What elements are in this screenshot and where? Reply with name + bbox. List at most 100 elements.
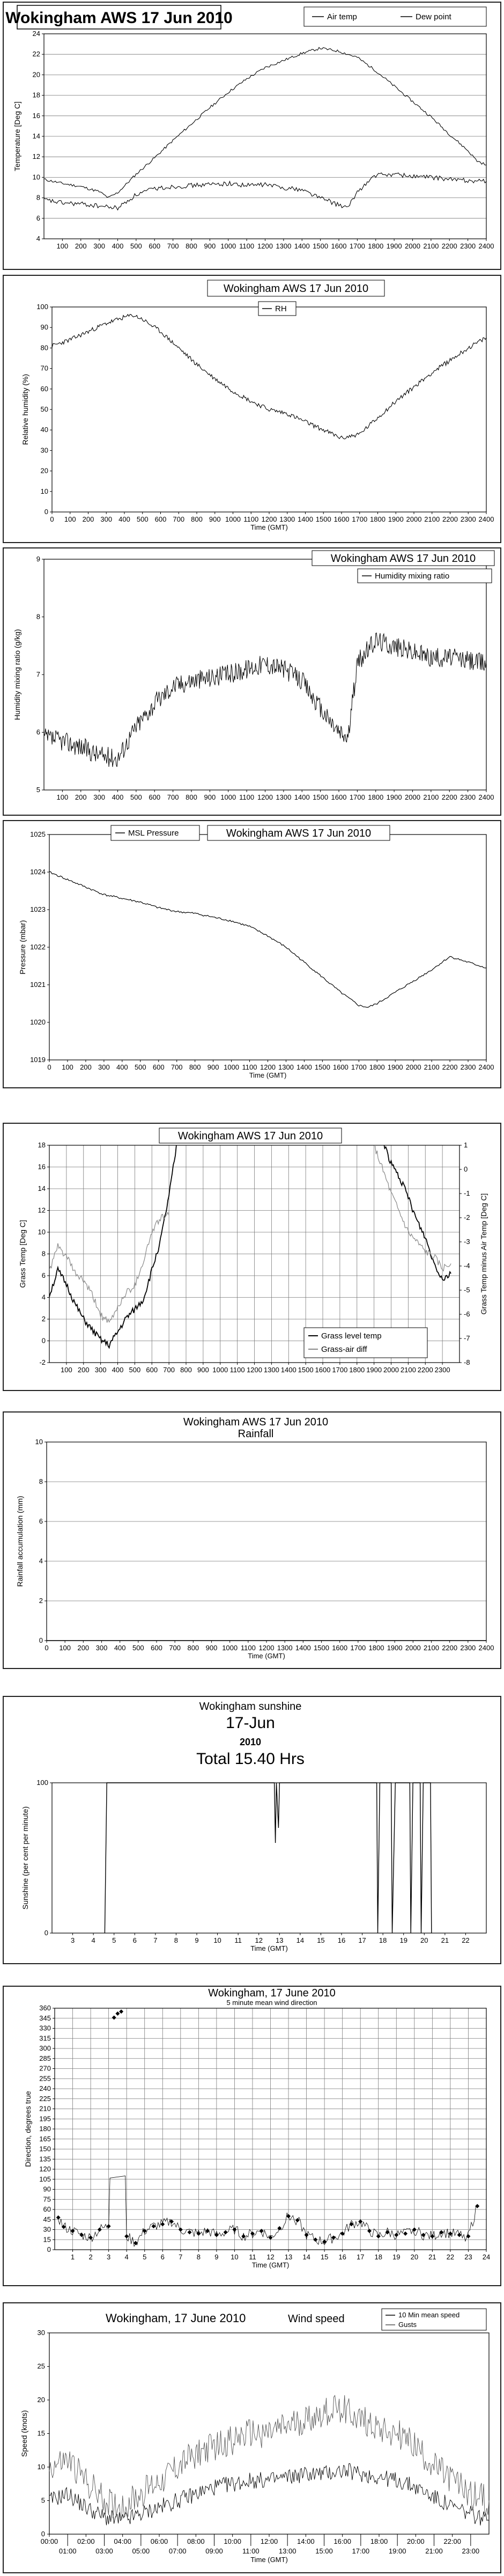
rh-legend-label: RH bbox=[275, 304, 287, 313]
wdir-point-7 bbox=[112, 2015, 116, 2020]
rh-xtick-label-2: 200 bbox=[83, 515, 94, 523]
sun-xtick-label-14: 17 bbox=[358, 1936, 366, 1944]
grass-temp-chart: -2 0 2 4 6 8 10 12 14 16 18 100 200 300 400 500 600 700 80… bbox=[3, 1123, 501, 1391]
grass-xtick-label-10: 1100 bbox=[230, 1366, 245, 1374]
sunshine-chart-svg: 0 100 3 4 5 6 7 8 9 10 11 12 13 14 15 16 17 18 19 20 21 22 Tim… bbox=[21, 1701, 487, 1952]
wdir-point-34 bbox=[340, 2231, 345, 2236]
grass-y2tick-label-1: -7 bbox=[464, 1334, 470, 1342]
air-temp-chart-svg: 4 6 8 10 12 14 16 18 20 22 24 100 200 300 400 500 600 700… bbox=[5, 5, 494, 250]
mix-ytick-label-4: 9 bbox=[36, 555, 40, 563]
grass-xtick-label-18: 1900 bbox=[366, 1366, 382, 1374]
sun-xtick-label-12: 15 bbox=[317, 1936, 324, 1944]
rh-xtick-label-7: 700 bbox=[173, 515, 184, 523]
mix-xtick-label-1: 200 bbox=[75, 793, 87, 801]
temp-ytick-label-0: 4 bbox=[36, 235, 40, 243]
rain-xtick-label-12: 1200 bbox=[259, 1644, 275, 1652]
grass-xtick-label-15: 1600 bbox=[315, 1366, 331, 1374]
rh-xtick-label-18: 1800 bbox=[370, 515, 386, 523]
wdir-point-32 bbox=[322, 2240, 327, 2244]
rain-xtick-label-17: 1700 bbox=[350, 1644, 366, 1652]
wdir-point-14 bbox=[160, 2222, 165, 2227]
sun-xtick-label-19: 22 bbox=[462, 1936, 469, 1944]
press-ytick-label-2: 1021 bbox=[30, 980, 46, 989]
rain-xtick-label-1: 100 bbox=[59, 1644, 71, 1652]
wdir-grid bbox=[55, 2008, 487, 2250]
wspd-xtick-label-top-7: 14:00 bbox=[297, 2537, 315, 2545]
sun-y-axis-label: Sunshine (per cent per minute) bbox=[21, 1806, 29, 1909]
grass-ytick-label-2: 2 bbox=[42, 1315, 46, 1323]
wdir-xtick-label-5: 6 bbox=[161, 2253, 165, 2261]
grass-y-axis-label: Grass Temp [Deg C] bbox=[18, 1220, 27, 1288]
press-title-box bbox=[207, 825, 390, 841]
wdir-ytick-label-9: 135 bbox=[39, 2155, 51, 2163]
wdir-xtick-label-7: 8 bbox=[197, 2253, 201, 2261]
mix-y-axis-label: Humidity mixing ratio (g/kg) bbox=[13, 629, 21, 720]
wdir-point-22 bbox=[232, 2227, 237, 2232]
mix-xtick-label-22: 2300 bbox=[460, 793, 476, 801]
rain-xtick-label-24: 2400 bbox=[479, 1644, 494, 1652]
grass-ytick-label-0: -2 bbox=[39, 1358, 46, 1366]
grass-series-line-2 bbox=[49, 1211, 169, 1323]
temp-xtick-label-3: 400 bbox=[112, 242, 124, 250]
mix-xtick-label-14: 1500 bbox=[313, 793, 328, 801]
wdir-point-37 bbox=[367, 2229, 372, 2233]
sunshine-chart: 0 100 3 4 5 6 7 8 9 10 11 12 13 14 15 16 17 18 19 20 21 22 Tim… bbox=[3, 1696, 501, 1964]
rh-plot-frame bbox=[51, 306, 487, 513]
rain-xtick-label-14: 1400 bbox=[295, 1644, 311, 1652]
mix-xtick-label-8: 900 bbox=[204, 793, 216, 801]
wdir-point-3 bbox=[79, 2233, 84, 2237]
rh-ytick-label-0: 0 bbox=[45, 508, 48, 516]
mix-xtick-label-2: 300 bbox=[93, 793, 105, 801]
wspd-xtick-label-top-9: 18:00 bbox=[370, 2537, 388, 2545]
press-series-line bbox=[49, 871, 487, 1008]
wdir-ytick-label-13: 195 bbox=[39, 2114, 51, 2123]
grass-xtick-label-14: 1500 bbox=[298, 1366, 314, 1374]
press-ytick-label-4: 1023 bbox=[30, 905, 46, 913]
temp-ytick-label-7: 18 bbox=[33, 91, 40, 99]
rain-xtick-label-11: 1100 bbox=[241, 1644, 256, 1652]
grass-ytick-label-1: 0 bbox=[42, 1337, 46, 1345]
temp-xtick-label-11: 1200 bbox=[257, 242, 273, 250]
wdir-xtick-label-23: 24 bbox=[483, 2253, 490, 2261]
mix-xtick-label-23: 2400 bbox=[479, 793, 494, 801]
wdir-ytick-label-17: 255 bbox=[39, 2074, 51, 2082]
wdir-point-25 bbox=[259, 2229, 264, 2233]
grass-xtick-label-17: 1800 bbox=[349, 1366, 365, 1374]
grass-xtick-label-5: 600 bbox=[146, 1366, 158, 1374]
grass-xtick-label-4: 500 bbox=[129, 1366, 141, 1374]
grass-xtick-label-2: 300 bbox=[95, 1366, 107, 1374]
sun-xtick-label-1: 4 bbox=[92, 1936, 95, 1944]
temp-xtick-label-1: 200 bbox=[75, 242, 87, 250]
wspd-ytick-label-0: 0 bbox=[41, 2530, 45, 2538]
mix-xtick-label-0: 100 bbox=[57, 793, 69, 801]
wdir-ytick-label-6: 90 bbox=[43, 2185, 51, 2193]
press-xtick-label-3: 300 bbox=[98, 1063, 110, 1071]
wdir-point-40 bbox=[394, 2233, 399, 2237]
wspd-xtick-label-top-8: 16:00 bbox=[333, 2537, 351, 2545]
mix-series-line bbox=[43, 632, 487, 767]
mix-xtick-label-19: 2000 bbox=[405, 793, 420, 801]
mix-xtick-label-6: 700 bbox=[167, 793, 179, 801]
wspd-xtick-label-top-3: 06:00 bbox=[151, 2537, 168, 2545]
sun-xtick-label-10: 13 bbox=[276, 1936, 283, 1944]
wspd-xtick-label-top-0: 00:00 bbox=[41, 2537, 58, 2545]
wdir-point-27 bbox=[277, 2226, 282, 2230]
grass-grid bbox=[49, 1145, 459, 1363]
rh-series-line bbox=[51, 313, 487, 440]
wdir-xtick-label-0: 1 bbox=[71, 2253, 75, 2261]
wdir-point-10 bbox=[124, 2234, 129, 2238]
press-xtick-label-21: 2100 bbox=[424, 1063, 440, 1071]
wspd-xtick-label-top-6: 12:00 bbox=[261, 2537, 278, 2545]
rh-xtick-label-22: 2200 bbox=[442, 515, 458, 523]
wdir-point-24 bbox=[250, 2231, 255, 2236]
grass-ytick-label-6: 10 bbox=[38, 1228, 46, 1236]
sun-x-axis-label: Time (GMT) bbox=[250, 1944, 288, 1952]
wdir-point-28 bbox=[286, 2214, 291, 2219]
wspd-xtick-label-bottom-6: 13:00 bbox=[279, 2547, 297, 2555]
wdir-point-41 bbox=[403, 2231, 408, 2236]
grass-ytick-label-5: 8 bbox=[42, 1250, 46, 1258]
rh-xtick-label-21: 2100 bbox=[424, 515, 440, 523]
air-temp-chart: 4 6 8 10 12 14 16 18 20 22 24 100 200 300 400 500 600 700… bbox=[3, 2, 501, 270]
